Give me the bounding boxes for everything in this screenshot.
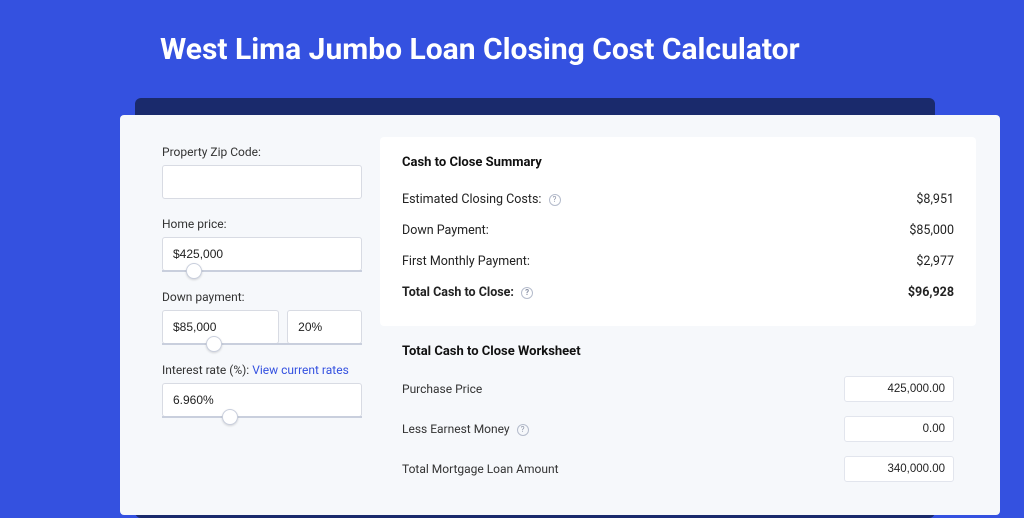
summary-row-down-payment: Down Payment: $85,000 xyxy=(402,215,954,246)
summary-value: $8,951 xyxy=(916,192,954,207)
summary-card: Cash to Close Summary Estimated Closing … xyxy=(380,137,976,326)
rate-input[interactable] xyxy=(162,383,362,417)
zip-input[interactable] xyxy=(162,165,362,199)
rate-label-row: Interest rate (%): View current rates xyxy=(162,363,362,377)
summary-label: Estimated Closing Costs: xyxy=(402,192,541,207)
calculator-panel: Property Zip Code: Home price: Down paym… xyxy=(120,115,1000,515)
rate-slider-thumb[interactable] xyxy=(222,409,238,425)
down-payment-pct-input[interactable] xyxy=(287,310,362,344)
rate-slider[interactable] xyxy=(162,416,362,418)
summary-total-label: Total Cash to Close: xyxy=(402,285,514,300)
worksheet-title: Total Cash to Close Worksheet xyxy=(380,344,976,369)
summary-total-value: $96,928 xyxy=(908,285,954,300)
home-price-slider[interactable] xyxy=(162,270,362,272)
summary-row-total: Total Cash to Close: ? $96,928 xyxy=(402,277,954,308)
help-icon[interactable]: ? xyxy=(549,194,561,206)
view-rates-link[interactable]: View current rates xyxy=(252,363,349,377)
help-icon[interactable]: ? xyxy=(521,287,533,299)
home-price-label: Home price: xyxy=(162,217,362,231)
home-price-field: Home price: xyxy=(162,217,362,272)
home-price-slider-thumb[interactable] xyxy=(186,263,202,279)
down-payment-label: Down payment: xyxy=(162,290,362,304)
rate-field: Interest rate (%): View current rates xyxy=(162,363,362,418)
summary-value: $85,000 xyxy=(909,223,954,238)
summary-label: First Monthly Payment: xyxy=(402,254,530,269)
rate-label: Interest rate (%): xyxy=(162,363,249,377)
worksheet-label: Less Earnest Money xyxy=(402,422,510,436)
down-payment-slider-thumb[interactable] xyxy=(206,336,222,352)
results-column: Cash to Close Summary Estimated Closing … xyxy=(380,115,1000,515)
worksheet-row-earnest-money: Less Earnest Money ? xyxy=(380,409,976,449)
worksheet-input[interactable] xyxy=(844,376,954,402)
summary-value: $2,977 xyxy=(916,254,954,269)
worksheet-input[interactable] xyxy=(844,456,954,482)
worksheet-input[interactable] xyxy=(844,416,954,442)
down-payment-slider[interactable] xyxy=(162,343,362,345)
zip-field: Property Zip Code: xyxy=(162,145,362,199)
worksheet-label: Total Mortgage Loan Amount xyxy=(402,462,559,476)
summary-row-closing-costs: Estimated Closing Costs: ? $8,951 xyxy=(402,184,954,215)
worksheet-row-loan-amount: Total Mortgage Loan Amount xyxy=(380,449,976,489)
page-title: West Lima Jumbo Loan Closing Cost Calcul… xyxy=(0,0,1024,91)
summary-label: Down Payment: xyxy=(402,223,489,238)
down-payment-field: Down payment: xyxy=(162,290,362,345)
worksheet-row-purchase-price: Purchase Price xyxy=(380,369,976,409)
summary-title: Cash to Close Summary xyxy=(402,155,954,170)
worksheet-label: Purchase Price xyxy=(402,382,482,396)
inputs-column: Property Zip Code: Home price: Down paym… xyxy=(120,115,380,515)
summary-row-first-payment: First Monthly Payment: $2,977 xyxy=(402,246,954,277)
zip-label: Property Zip Code: xyxy=(162,145,362,159)
help-icon[interactable]: ? xyxy=(517,424,529,436)
